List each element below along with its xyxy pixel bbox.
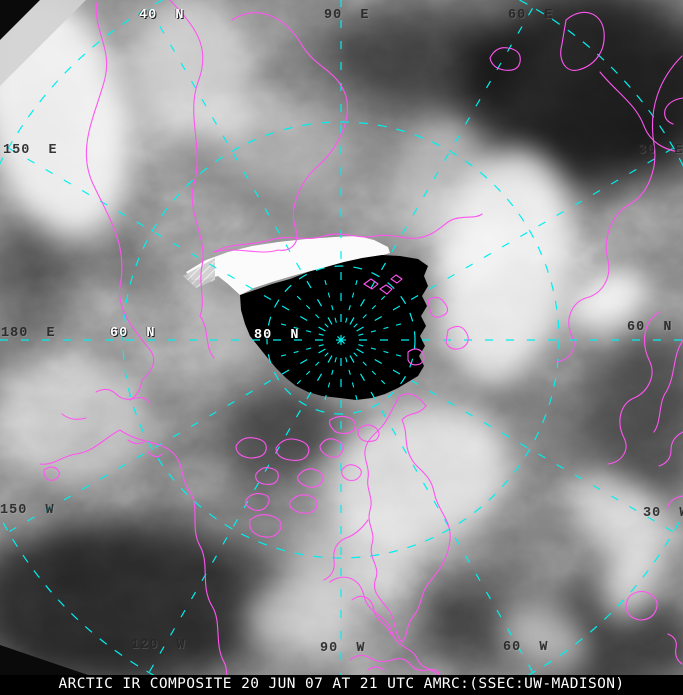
coast-kamchatka bbox=[85, 1, 155, 401]
hatched-band-end bbox=[183, 258, 215, 288]
coast-siberia-east bbox=[169, 0, 215, 359]
coast-greenland bbox=[364, 393, 451, 643]
coast-novaya-zemlya bbox=[560, 11, 681, 153]
coast-canadian-archipelago bbox=[235, 415, 380, 538]
coast-scandinavia bbox=[607, 311, 683, 511]
corner-cut-bottom-left bbox=[0, 645, 88, 675]
bright-cloud-masses bbox=[0, 0, 673, 672]
coast-siberia-arctic bbox=[213, 213, 483, 253]
coastline-overlay bbox=[39, 0, 683, 675]
coast-chukotka bbox=[61, 388, 151, 420]
satellite-scene: 40 N 60 N 80 N 60 N 90 E 60 E 30 E 150 E 180 E 15… bbox=[0, 0, 683, 675]
coast-baffin bbox=[323, 519, 369, 581]
coast-iceland bbox=[625, 590, 658, 621]
coast-franz-josef bbox=[363, 274, 403, 295]
corner-cut-top-left bbox=[0, 0, 40, 40]
dark-regions bbox=[0, 0, 683, 675]
caption-bar: ARCTIC IR COMPOSITE 20 JUN 07 AT 21 UTC … bbox=[0, 675, 683, 695]
corner-hatch-top-left bbox=[0, 0, 86, 86]
satellite-composite-canvas bbox=[0, 0, 683, 675]
coast-hudson-labrador bbox=[329, 576, 440, 675]
coast-top-island bbox=[489, 47, 521, 71]
coast-okhotsk-loop bbox=[213, 12, 348, 253]
coast-russia-north bbox=[555, 55, 683, 363]
coast-right-edge-top bbox=[664, 97, 683, 125]
caption-text: ARCTIC IR COMPOSITE 20 JUN 07 AT 21 UTC … bbox=[58, 676, 625, 692]
coast-bottom-right bbox=[667, 633, 683, 665]
coast-great-lakes bbox=[349, 654, 441, 675]
coast-alaska-bc bbox=[39, 429, 228, 675]
scan-fan-streaks bbox=[166, 298, 507, 414]
coast-severnaya-zemlya bbox=[407, 296, 469, 366]
